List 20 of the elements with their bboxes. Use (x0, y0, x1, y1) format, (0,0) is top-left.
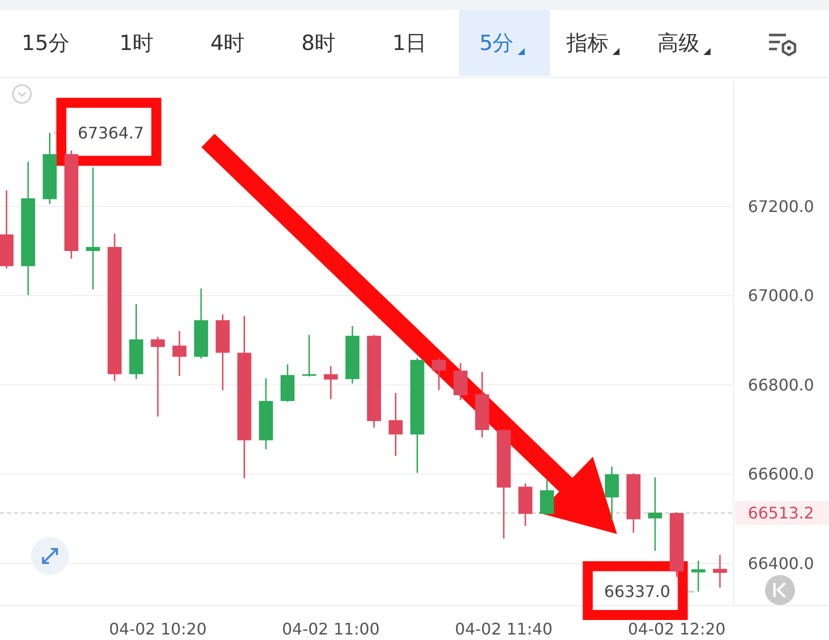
ref-line-label: 66513.2 (748, 503, 814, 522)
tab-label: 8时 (301, 31, 336, 55)
tab-label: 15分 (22, 31, 70, 55)
y-tick-label: 66600.0 (748, 464, 814, 484)
annotation: 66337.0 (604, 582, 670, 602)
tab-label: 4时 (210, 31, 245, 55)
y-tick-label: 66800.0 (748, 375, 814, 394)
tab-label: 指标 (566, 31, 608, 55)
tab-label: 1日 (392, 31, 427, 55)
y-tick-label: 67200.0 (748, 196, 814, 216)
annotation: 67364.7 (78, 123, 144, 142)
y-tick-label: 67000.0 (748, 286, 814, 306)
tab-label: 1时 (119, 31, 154, 55)
x-tick-label: 04-02 11:40 (454, 620, 553, 638)
x-tick-label: 04-02 10:20 (108, 620, 207, 638)
tab-label: 5分 (479, 31, 514, 55)
y-tick-label: 66400.0 (748, 554, 814, 573)
x-tick-label: 04-02 11:00 (282, 620, 380, 638)
tab-label: 高级 (658, 31, 700, 55)
x-tick-label: 04-02 12:20 (628, 620, 726, 638)
